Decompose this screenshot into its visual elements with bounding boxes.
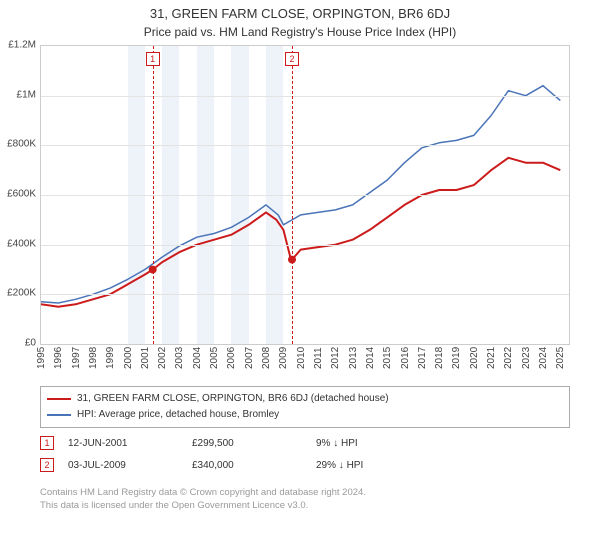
legend-swatch [47, 414, 71, 416]
attribution-line2: This data is licensed under the Open Gov… [40, 499, 570, 512]
sale-marker-line [292, 46, 293, 344]
y-tick-label: £0 [25, 338, 36, 349]
y-axis: £0£200K£400K£600K£800K£1M£1.2M [0, 45, 38, 345]
x-tick-label: 2002 [157, 347, 168, 369]
y-tick-label: £800K [7, 139, 36, 150]
x-tick-label: 2024 [538, 347, 549, 369]
marker-price: £340,000 [192, 460, 302, 471]
x-tick-label: 2017 [417, 347, 428, 369]
marker-row-badge: 2 [40, 458, 54, 472]
legend-label: HPI: Average price, detached house, Brom… [77, 407, 279, 423]
x-tick-label: 2016 [400, 347, 411, 369]
x-tick-label: 2025 [555, 347, 566, 369]
x-tick-label: 2004 [192, 347, 203, 369]
x-tick-label: 1996 [53, 347, 64, 369]
x-tick-label: 2018 [434, 347, 445, 369]
x-tick-label: 2003 [174, 347, 185, 369]
x-tick-label: 2023 [521, 347, 532, 369]
y-tick-label: £1M [17, 89, 36, 100]
x-tick-label: 1995 [36, 347, 47, 369]
x-tick-label: 2015 [382, 347, 393, 369]
sale-marker-line [153, 46, 154, 344]
y-tick-label: £600K [7, 189, 36, 200]
chart-area: £0£200K£400K£600K£800K£1M£1.2M 12 199519… [40, 45, 600, 375]
h-gridline [41, 195, 569, 196]
chart-container: 31, GREEN FARM CLOSE, ORPINGTON, BR6 6DJ… [0, 0, 600, 560]
x-tick-label: 2011 [313, 347, 324, 369]
sale-marker-badge: 2 [285, 52, 299, 66]
x-tick-label: 2009 [278, 347, 289, 369]
h-gridline [41, 245, 569, 246]
sale-marker-badge: 1 [146, 52, 160, 66]
h-gridline [41, 96, 569, 97]
x-tick-label: 2013 [348, 347, 359, 369]
x-tick-label: 2006 [226, 347, 237, 369]
chart-subtitle: Price paid vs. HM Land Registry's House … [0, 21, 600, 45]
x-tick-label: 2010 [296, 347, 307, 369]
legend: 31, GREEN FARM CLOSE, ORPINGTON, BR6 6DJ… [40, 386, 570, 428]
x-tick-label: 1997 [71, 347, 82, 369]
marker-delta: 9% ↓ HPI [316, 438, 426, 449]
x-tick-label: 1998 [88, 347, 99, 369]
marker-delta: 29% ↓ HPI [316, 460, 426, 471]
x-tick-label: 2014 [365, 347, 376, 369]
h-gridline [41, 145, 569, 146]
marker-row-badge: 1 [40, 436, 54, 450]
x-tick-label: 2000 [123, 347, 134, 369]
attribution-line1: Contains HM Land Registry data © Crown c… [40, 486, 570, 499]
legend-swatch [47, 398, 71, 400]
legend-item: 31, GREEN FARM CLOSE, ORPINGTON, BR6 6DJ… [47, 391, 563, 407]
x-tick-label: 2020 [469, 347, 480, 369]
marker-row: 2 03-JUL-2009 £340,000 29% ↓ HPI [40, 454, 570, 476]
marker-row: 1 12-JUN-2001 £299,500 9% ↓ HPI [40, 432, 570, 454]
x-tick-label: 1999 [105, 347, 116, 369]
x-tick-label: 2012 [330, 347, 341, 369]
x-tick-label: 2001 [140, 347, 151, 369]
h-gridline [41, 294, 569, 295]
legend-item: HPI: Average price, detached house, Brom… [47, 407, 563, 423]
x-tick-label: 2005 [209, 347, 220, 369]
x-axis: 1995199619971998199920002001200220032004… [40, 347, 570, 387]
marker-price: £299,500 [192, 438, 302, 449]
marker-date: 12-JUN-2001 [68, 438, 178, 449]
x-tick-label: 2007 [244, 347, 255, 369]
y-tick-label: £400K [7, 238, 36, 249]
x-tick-label: 2021 [486, 347, 497, 369]
x-tick-label: 2008 [261, 347, 272, 369]
plot-area: 12 [40, 45, 570, 345]
attribution: Contains HM Land Registry data © Crown c… [40, 486, 570, 512]
marker-date: 03-JUL-2009 [68, 460, 178, 471]
y-tick-label: £200K [7, 288, 36, 299]
chart-title: 31, GREEN FARM CLOSE, ORPINGTON, BR6 6DJ [0, 0, 600, 21]
y-tick-label: £1.2M [8, 40, 36, 51]
x-tick-label: 2019 [451, 347, 462, 369]
sale-markers-table: 1 12-JUN-2001 £299,500 9% ↓ HPI 2 03-JUL-2009… [40, 432, 570, 476]
legend-label: 31, GREEN FARM CLOSE, ORPINGTON, BR6 6DJ… [77, 391, 389, 407]
x-tick-label: 2022 [503, 347, 514, 369]
